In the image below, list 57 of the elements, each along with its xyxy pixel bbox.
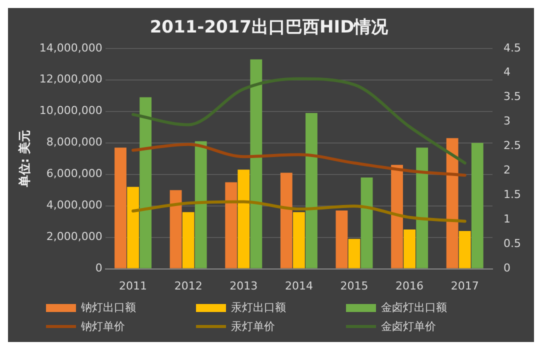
bar: [360, 177, 373, 268]
bar: [292, 212, 305, 268]
bar: [458, 231, 471, 268]
x-tick-label: 2017: [450, 279, 479, 292]
y2-tick-label: 4.5: [504, 41, 522, 54]
legend-label: 汞灯单价: [231, 319, 275, 334]
bar: [416, 148, 428, 268]
line-series: [132, 77, 466, 165]
legend-label: 金卤灯单价: [381, 319, 436, 334]
line-series: [132, 200, 466, 223]
y2-tick-label: 0.5: [504, 237, 522, 250]
y-tick-label: 6,000,000: [46, 167, 102, 180]
legend-label: 汞灯出口额: [231, 300, 286, 315]
y-tick-label: 14,000,000: [39, 41, 102, 54]
bar: [127, 186, 139, 268]
bar: [280, 172, 292, 268]
y-tick-label: 12,000,000: [39, 72, 102, 86]
x-tick-label: 2014: [284, 279, 313, 292]
y-tick-label: 0: [95, 262, 102, 275]
bar: [446, 138, 458, 268]
y2-tick-label: 1.5: [504, 188, 522, 202]
y2-tick-label: 3.5: [504, 90, 522, 104]
y-tick-label: 8,000,000: [46, 136, 102, 149]
y2-tick-label: 2: [504, 164, 511, 177]
bar: [140, 97, 152, 268]
y2-tick-label: 3: [504, 114, 511, 128]
bar: [225, 182, 238, 268]
y2-tick-label: 1: [504, 212, 511, 226]
bar: [391, 164, 403, 268]
chart-title: 2011-2017出口巴西HID情况: [150, 18, 390, 38]
x-tick-label: 2012: [174, 279, 202, 292]
legend-label: 钠灯出口额: [81, 300, 136, 315]
bar: [182, 212, 194, 268]
bar: [238, 170, 250, 268]
y-tick-label: 2,000,000: [46, 230, 102, 244]
bar: [404, 229, 416, 268]
y-tick-label: 10,000,000: [39, 104, 102, 118]
line-series: [132, 142, 466, 177]
bar: [336, 210, 348, 268]
y-axis-title: 单位: 美元: [17, 130, 32, 188]
x-tick-label: 2013: [230, 279, 258, 292]
y2-tick-label: 4: [504, 66, 511, 79]
x-tick-label: 2011: [119, 279, 148, 292]
bar: [250, 59, 262, 268]
legend-label: 金卤灯出口额: [381, 300, 447, 315]
bar: [471, 142, 484, 268]
y-tick-label: 4,000,000: [46, 198, 102, 212]
x-tick-label: 2015: [340, 279, 368, 292]
bar: [348, 238, 360, 268]
bar: [306, 112, 318, 268]
x-tick-label: 2016: [396, 279, 424, 292]
y2-tick-label: 2.5: [504, 139, 522, 152]
legend-label: 钠灯单价: [81, 319, 125, 334]
y2-tick-label: 0: [504, 262, 511, 275]
bar: [194, 141, 207, 268]
bar: [170, 190, 182, 268]
bar: [114, 148, 126, 268]
